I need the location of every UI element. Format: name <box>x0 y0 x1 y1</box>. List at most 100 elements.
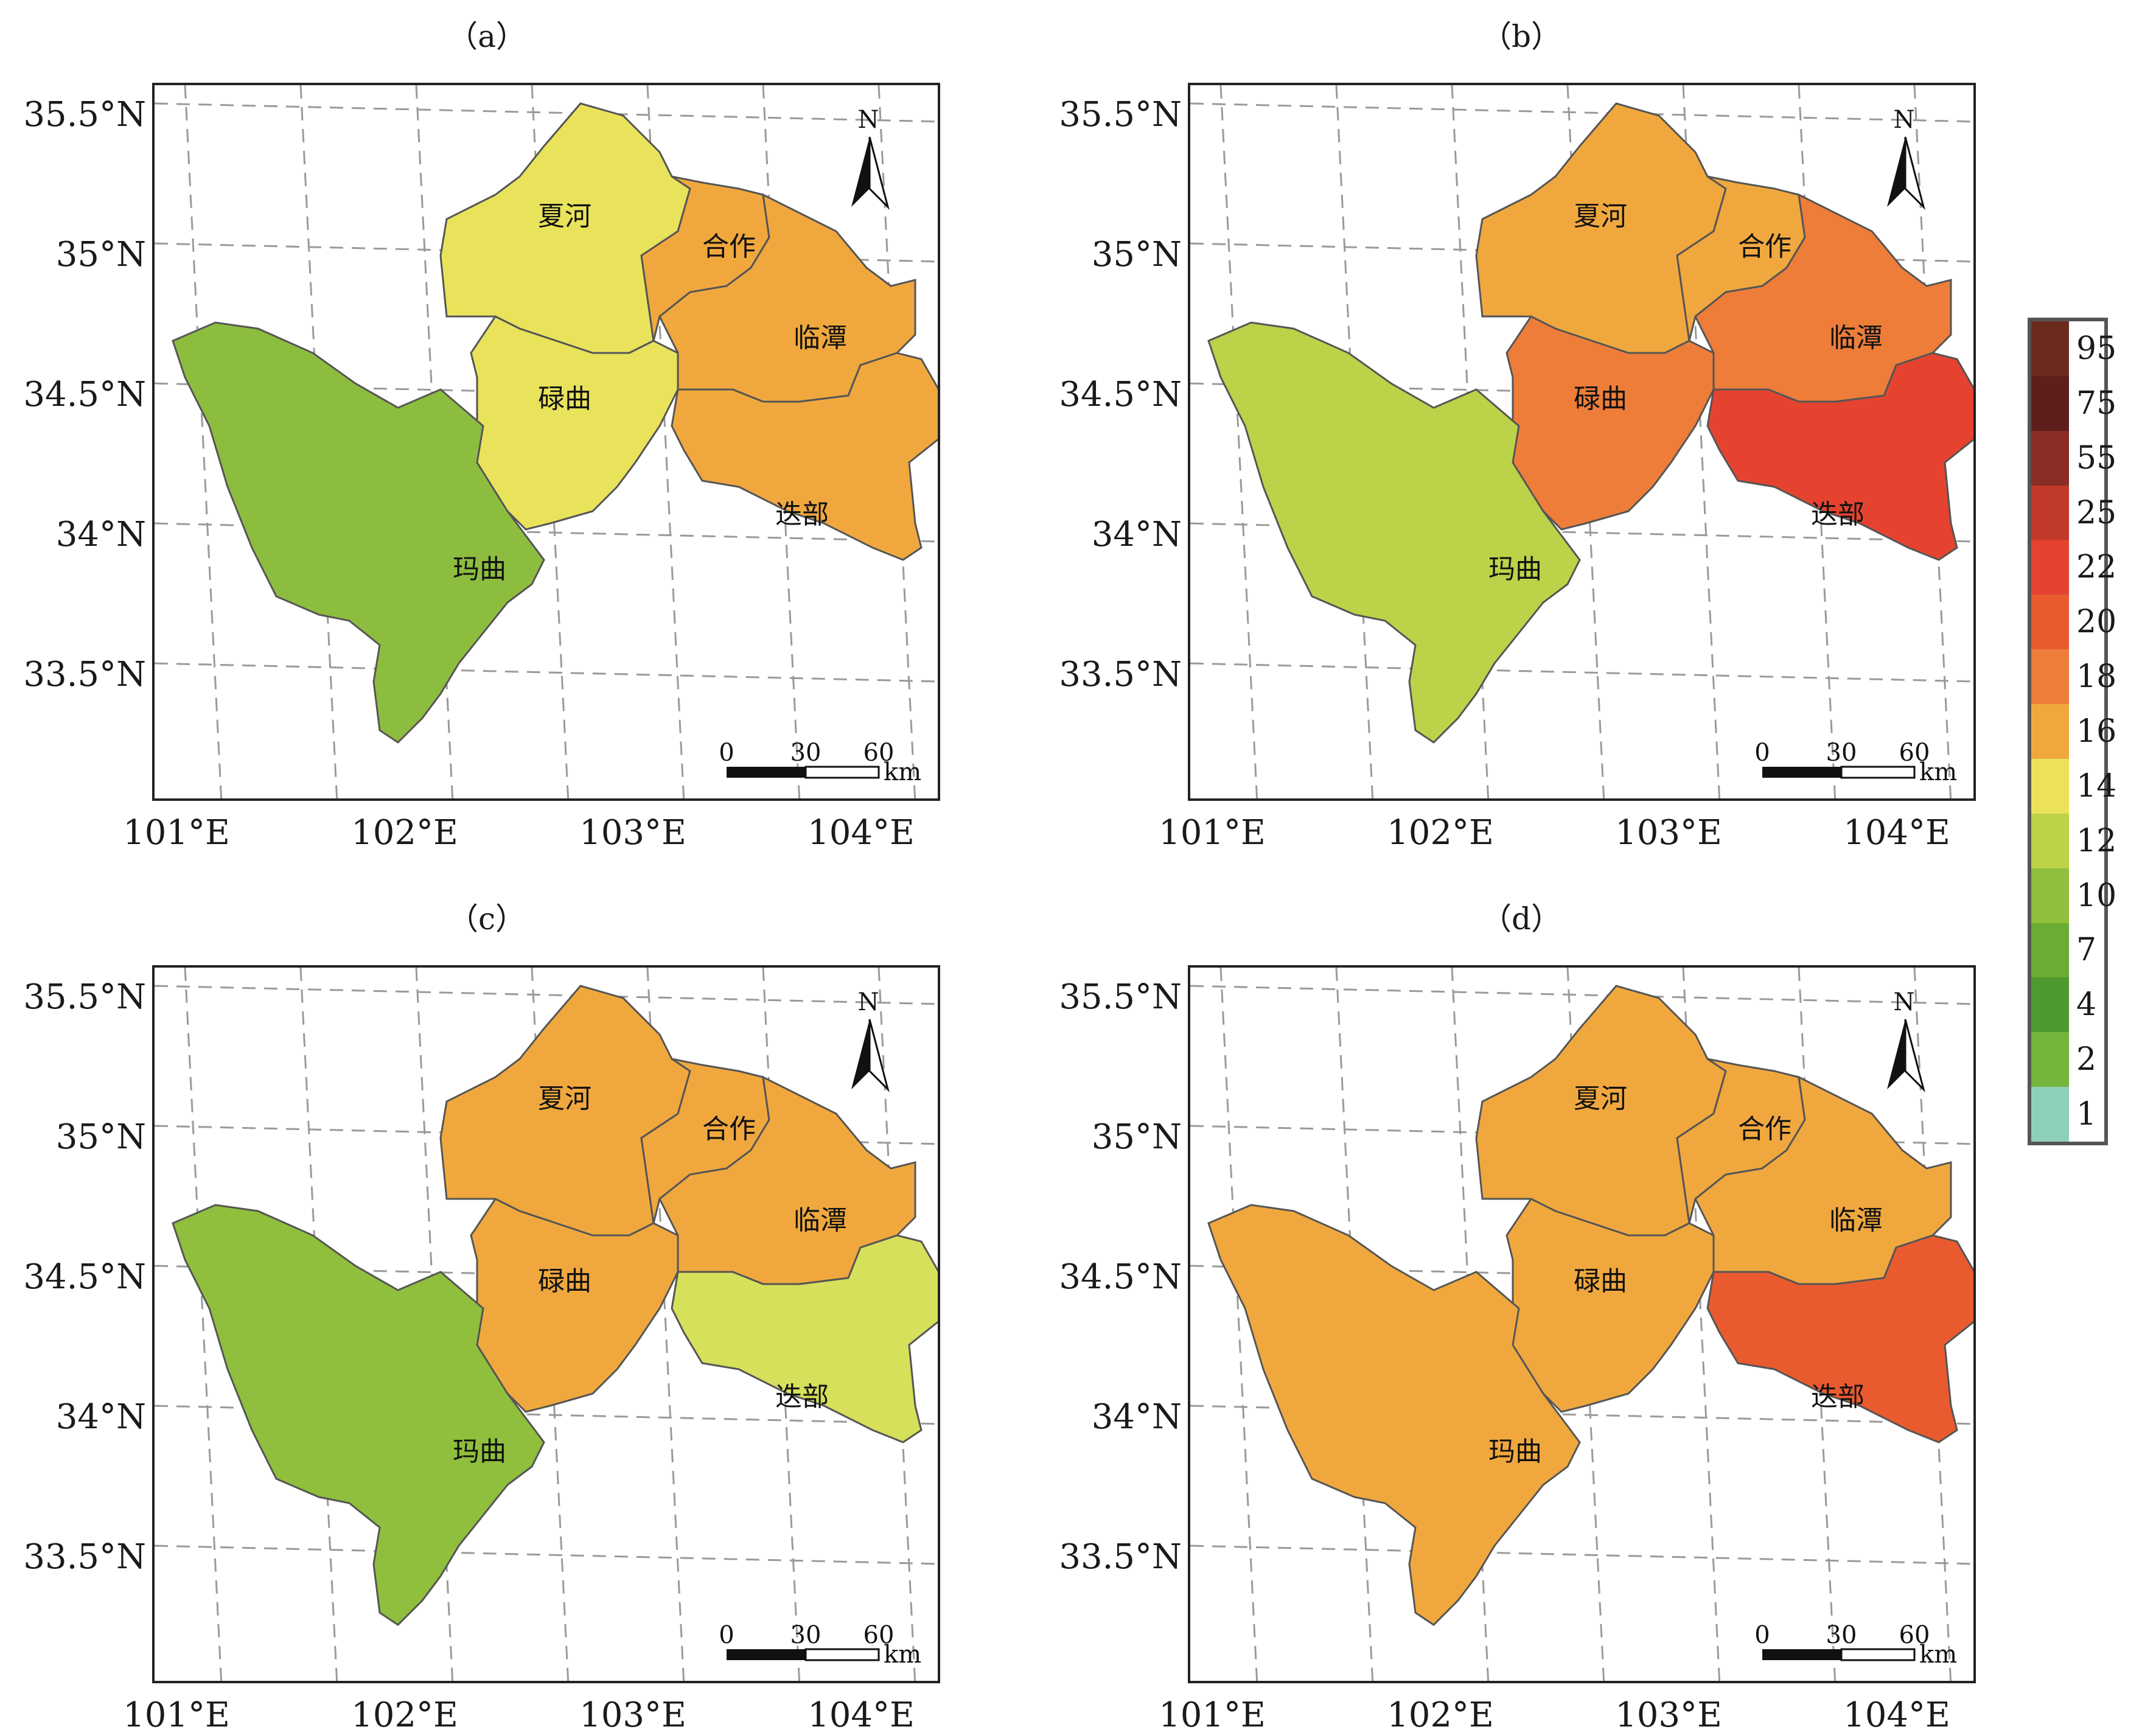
panel-label-a: （a） <box>447 19 526 54</box>
region-diebu <box>671 352 938 561</box>
lat-label: 34.5°N <box>23 1257 146 1297</box>
county-label-maqu: 玛曲 <box>1488 1436 1542 1467</box>
scale-bar-tick: 0 <box>719 739 734 767</box>
county-label-diebu: 迭部 <box>775 499 829 530</box>
lat-label: 33.5°N <box>23 655 146 694</box>
county-label-maqu: 玛曲 <box>1488 554 1542 585</box>
lat-label: 35°N <box>55 1117 146 1157</box>
legend-swatch <box>2031 430 2069 486</box>
lat-label: 35°N <box>55 235 146 274</box>
scale-bar-unit: km <box>1919 758 1957 786</box>
lon-label: 103°E <box>579 813 686 853</box>
north-label: N <box>1894 106 1915 134</box>
legend-label: 95 <box>2076 330 2117 367</box>
lon-label: 104°E <box>1843 813 1950 853</box>
north-label: N <box>858 988 879 1016</box>
lat-label: 33.5°N <box>1059 655 1182 694</box>
legend-label: 16 <box>2076 713 2117 750</box>
graticule-lon-line <box>1219 85 1258 798</box>
scale-bar-tick: 60 <box>863 739 895 767</box>
scale-bar-tick: 60 <box>863 1621 895 1649</box>
legend-swatch <box>2031 375 2069 431</box>
legend-label: 55 <box>2076 439 2117 477</box>
legend-swatch <box>2031 485 2069 540</box>
lat-label: 34°N <box>1091 1397 1182 1437</box>
region-diebu <box>671 1234 938 1444</box>
lat-label: 35.5°N <box>23 95 146 134</box>
lat-label: 35.5°N <box>1059 977 1182 1017</box>
legend-label: 18 <box>2076 658 2117 696</box>
legend-swatch <box>2031 595 2069 650</box>
county-label-luqu: 碌曲 <box>1574 383 1627 414</box>
lat-label: 34°N <box>1091 515 1182 554</box>
legend <box>2028 318 2108 1145</box>
scale-bar-tick: 60 <box>1899 1621 1930 1649</box>
lat-label: 33.5°N <box>23 1537 146 1577</box>
lon-label: 101°E <box>123 1695 230 1735</box>
scale-bar-unit: km <box>884 1641 921 1669</box>
scale-bar-tick: 0 <box>719 1621 734 1649</box>
map-frame-c: 夏河 合作 临潭 碌曲 迭部 玛曲 N 0 30 60 km <box>152 965 940 1683</box>
county-label-luqu: 碌曲 <box>1574 1266 1627 1297</box>
legend-swatch <box>2031 868 2069 923</box>
county-label-maqu: 玛曲 <box>453 1436 506 1467</box>
scale-bar-segment <box>1840 1648 1916 1661</box>
lon-label: 103°E <box>579 1695 686 1735</box>
lon-label: 104°E <box>808 813 915 853</box>
scale-bar-tick: 30 <box>790 1621 822 1649</box>
scale-bar-tick: 0 <box>1754 1621 1770 1649</box>
county-label-xiahe: 夏河 <box>1574 201 1627 232</box>
region-maqu <box>1207 1204 1581 1626</box>
legend-swatch <box>2031 321 2069 376</box>
legend-label: 20 <box>2076 604 2117 641</box>
county-label-maqu: 玛曲 <box>453 554 506 585</box>
lat-label: 35°N <box>1091 235 1182 274</box>
scale-bar-tick: 30 <box>1826 1621 1857 1649</box>
lon-label: 101°E <box>123 813 230 853</box>
scale-bar-segment <box>727 767 806 778</box>
legend-label: 7 <box>2076 932 2097 969</box>
graticule-lat-line <box>1190 1545 1973 1565</box>
lat-label: 34°N <box>55 515 146 554</box>
lon-label: 104°E <box>1843 1695 1950 1735</box>
graticule-lat-line <box>1190 102 1973 123</box>
graticule-lon-line <box>184 85 223 798</box>
graticule-lat-line <box>155 102 938 123</box>
north-arrow-icon-half <box>1904 1019 1925 1092</box>
county-label-diebu: 迭部 <box>775 1381 829 1412</box>
lat-label: 34.5°N <box>23 375 146 414</box>
county-label-diebu: 迭部 <box>1811 499 1865 530</box>
county-label-lintan: 临潭 <box>794 1205 847 1236</box>
graticule-lat-line <box>1190 662 1973 683</box>
scale-bar-segment <box>1762 767 1841 778</box>
county-label-hezuo: 合作 <box>702 1114 756 1145</box>
lon-label: 101°E <box>1159 813 1266 853</box>
legend-label: 75 <box>2076 385 2117 422</box>
legend-label: 14 <box>2076 767 2117 805</box>
scale-bar-tick: 60 <box>1899 739 1930 767</box>
lon-label: 102°E <box>351 1695 458 1735</box>
graticule-lat-line <box>155 662 938 683</box>
scale-bar-tick: 30 <box>790 739 822 767</box>
panel-label-b: （b） <box>1481 19 1561 54</box>
scale-bar-unit: km <box>884 758 921 786</box>
scale-bar-tick: 30 <box>1826 739 1857 767</box>
panel-label-c: （c） <box>447 901 526 937</box>
legend-label: 25 <box>2076 494 2117 531</box>
county-label-xiahe: 夏河 <box>538 1083 591 1114</box>
lat-label: 33.5°N <box>1059 1537 1182 1577</box>
lon-label: 103°E <box>1615 1695 1722 1735</box>
scale-bar-unit: km <box>1919 1641 1957 1669</box>
map-frame-a: 夏河 合作 临潭 碌曲 迭部 玛曲 N 0 30 60 km <box>152 83 940 801</box>
lat-label: 34.5°N <box>1059 375 1182 414</box>
legend-label: 2 <box>2076 1041 2097 1078</box>
panel-label-d: （d） <box>1481 901 1561 937</box>
legend-swatch <box>2031 1032 2069 1087</box>
north-arrow-icon-half <box>868 136 890 210</box>
legend-swatch <box>2031 649 2069 705</box>
region-maqu <box>172 321 545 744</box>
scale-bar-segment <box>1840 766 1916 779</box>
lat-label: 35°N <box>1091 1117 1182 1157</box>
